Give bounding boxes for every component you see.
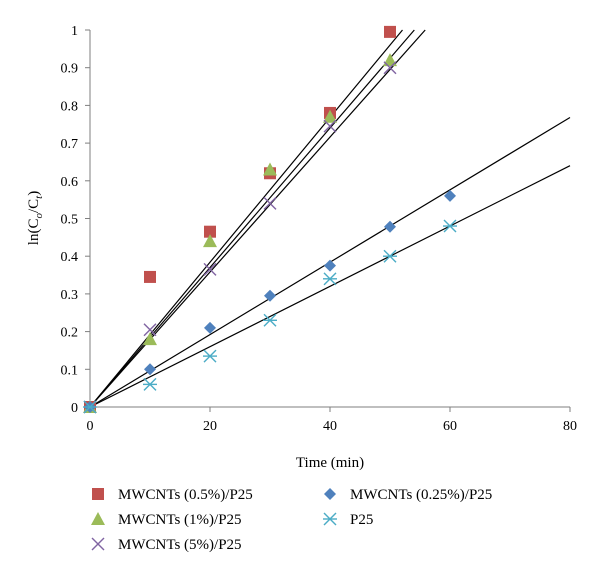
- data-point-series-2: [323, 109, 337, 123]
- y-tick-label: 0.8: [61, 99, 79, 114]
- data-point-series-1: [384, 25, 396, 38]
- y-tick-label: 0.7: [61, 137, 79, 152]
- data-point-series-2: [203, 234, 217, 248]
- data-point-series-3: [383, 61, 397, 75]
- x-axis-title: Time (min): [296, 455, 364, 471]
- legend-item-2: MWCNTs (1%)/P25: [91, 512, 242, 528]
- y-tick-label: 0.4: [61, 250, 79, 265]
- data-point-series-2: [143, 332, 157, 346]
- data-point-series-4: [264, 289, 276, 302]
- y-tick-label: 0.9: [61, 62, 79, 77]
- trendline-3: [89, 29, 426, 408]
- data-point-series-5: [203, 349, 217, 363]
- legend-marker: [92, 488, 104, 500]
- y-tick-label: 0.5: [61, 213, 79, 228]
- legend-label: MWCNTs (0.25%)/P25: [350, 487, 492, 503]
- data-point-series-5: [323, 272, 337, 286]
- legend-label: MWCNTs (0.5%)/P25: [118, 487, 253, 503]
- x-tick-label: 20: [203, 419, 217, 434]
- legend-marker: [323, 512, 337, 526]
- data-point-series-5: [263, 313, 277, 327]
- y-tick-label: 0.1: [61, 363, 79, 378]
- legend-item-4: MWCNTs (0.25%)/P25: [324, 487, 492, 503]
- trendline-5: [89, 165, 571, 408]
- trendline-1: [89, 29, 403, 408]
- y-tick-label: 0: [71, 401, 78, 416]
- data-point-series-3: [203, 262, 217, 276]
- y-tick-label: 0.2: [61, 326, 79, 341]
- data-point-series-3: [323, 119, 337, 133]
- data-point-series-2: [383, 53, 397, 67]
- data-point-series-4: [324, 259, 336, 272]
- y-tick-label: 1: [71, 24, 78, 39]
- x-tick-label: 60: [443, 419, 457, 434]
- x-tick-label: 40: [323, 419, 337, 434]
- data-point-series-4: [384, 220, 396, 233]
- legend-item-1: MWCNTs (0.5%)/P25: [92, 487, 253, 503]
- data-point-series-4: [444, 189, 456, 202]
- data-point-series-2: [263, 162, 277, 176]
- data-point-series-5: [383, 249, 397, 263]
- x-tick-label: 0: [87, 419, 94, 434]
- data-point-series-4: [204, 321, 216, 334]
- svg-text:ln(Co/Ct): ln(Co/Ct): [26, 191, 45, 245]
- data-point-series-1: [144, 270, 156, 283]
- data-point-series-3: [263, 196, 277, 210]
- x-tick-label: 80: [563, 419, 577, 434]
- y-tick-label: 0.3: [61, 288, 79, 303]
- data-point-series-5: [143, 377, 157, 391]
- legend-item-5: P25: [323, 512, 373, 528]
- legend-label: P25: [350, 512, 373, 528]
- trendline-2: [89, 29, 415, 408]
- legend-marker: [91, 512, 105, 525]
- data-point-series-4: [144, 363, 156, 376]
- data-point-series-3: [143, 323, 157, 337]
- y-axis-title: ln(Co/Ct): [26, 191, 45, 245]
- data-point-series-5: [83, 400, 97, 414]
- legend-item-3: MWCNTs (5%)/P25: [91, 537, 242, 553]
- legend-marker: [324, 488, 336, 500]
- legend-label: MWCNTs (1%)/P25: [118, 512, 242, 528]
- y-tick-label: 0.6: [61, 175, 79, 190]
- legend-marker: [91, 537, 105, 551]
- data-point-series-5: [443, 219, 457, 233]
- data-point-series-1: [204, 225, 216, 238]
- legend-label: MWCNTs (5%)/P25: [118, 537, 242, 553]
